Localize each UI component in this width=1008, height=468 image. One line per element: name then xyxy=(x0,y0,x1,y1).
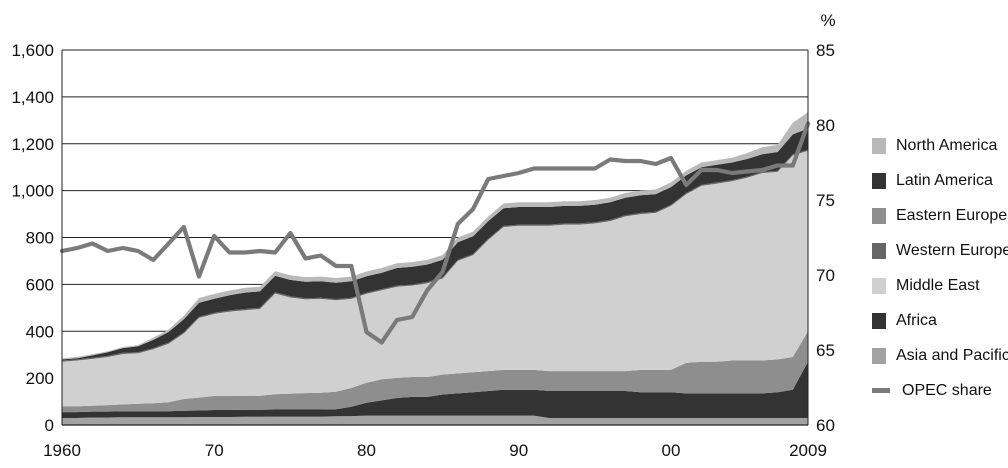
legend-label: Western Europe xyxy=(896,241,1008,259)
area-latin-america xyxy=(62,128,808,361)
legend-swatch xyxy=(872,137,886,154)
opec-share-line xyxy=(59,121,811,345)
area-eastern-europe xyxy=(62,331,808,413)
legend-item: OPEC share xyxy=(872,373,1008,408)
x-tick-label: 1960 xyxy=(43,441,81,460)
x-tick-label: 90 xyxy=(509,441,528,460)
legend: North America Latin America Eastern Europe… xyxy=(872,128,1008,408)
y-tick-label: 600 xyxy=(26,275,54,294)
x-tick-label: 2009 xyxy=(789,441,827,460)
y2-tick-label: 80 xyxy=(816,116,835,135)
opec-share-line-layer xyxy=(59,121,811,345)
legend-item: Middle East xyxy=(872,268,1008,303)
legend-label: Latin America xyxy=(896,171,993,189)
y-tick-label: 1,000 xyxy=(11,182,54,201)
legend-item: Latin America xyxy=(872,163,1008,198)
legend-swatch xyxy=(872,207,886,224)
legend-label: Africa xyxy=(896,311,937,329)
y-tick-label: 400 xyxy=(26,322,54,341)
legend-item: Asia and Pacific xyxy=(872,338,1008,373)
legend-label: Asia and Pacific xyxy=(896,346,1008,364)
legend-swatch xyxy=(872,312,886,329)
legend-item: North America xyxy=(872,128,1008,163)
legend-swatch xyxy=(872,347,886,364)
x-tick-label: 00 xyxy=(662,441,681,460)
legend-label: Middle East xyxy=(896,276,980,294)
y-tick-label: 1,200 xyxy=(11,135,54,154)
x-tick-label: 70 xyxy=(205,441,224,460)
y-tick-label: 200 xyxy=(26,369,54,388)
tick-labels: 0 200 400 600 800 1,000 1,200 1,400 1,600 60 65 70 7… xyxy=(11,41,834,460)
y-tick-label: 800 xyxy=(26,229,54,248)
area-middle-east xyxy=(62,150,808,407)
area-asia-and-pacific xyxy=(62,415,808,425)
y2-tick-label: 85 xyxy=(816,41,835,60)
y2-tick-label: 60 xyxy=(816,416,835,435)
legend-item: Africa xyxy=(872,303,1008,338)
y2-tick-label: 75 xyxy=(816,191,835,210)
y-tick-label: 1,600 xyxy=(11,41,54,60)
y-tick-label: 1,400 xyxy=(11,88,54,107)
legend-swatch xyxy=(872,172,886,189)
stacked-areas xyxy=(62,112,808,425)
axes: % xyxy=(61,11,836,426)
legend-swatch xyxy=(872,242,886,259)
x-tick-label: 80 xyxy=(357,441,376,460)
legend-label: OPEC share xyxy=(902,381,992,399)
y2-tick-label: 70 xyxy=(816,266,835,285)
legend-swatch xyxy=(872,277,886,294)
legend-item: Eastern Europe xyxy=(872,198,1008,233)
y-tick-label: 0 xyxy=(45,416,54,435)
legend-label: Eastern Europe xyxy=(896,206,1008,224)
legend-swatch xyxy=(872,388,890,393)
legend-item: Western Europe xyxy=(872,233,1008,268)
area-africa xyxy=(62,361,808,418)
y2-tick-label: 65 xyxy=(816,341,835,360)
right-axis-unit: % xyxy=(820,11,835,30)
legend-label: North America xyxy=(896,136,998,154)
